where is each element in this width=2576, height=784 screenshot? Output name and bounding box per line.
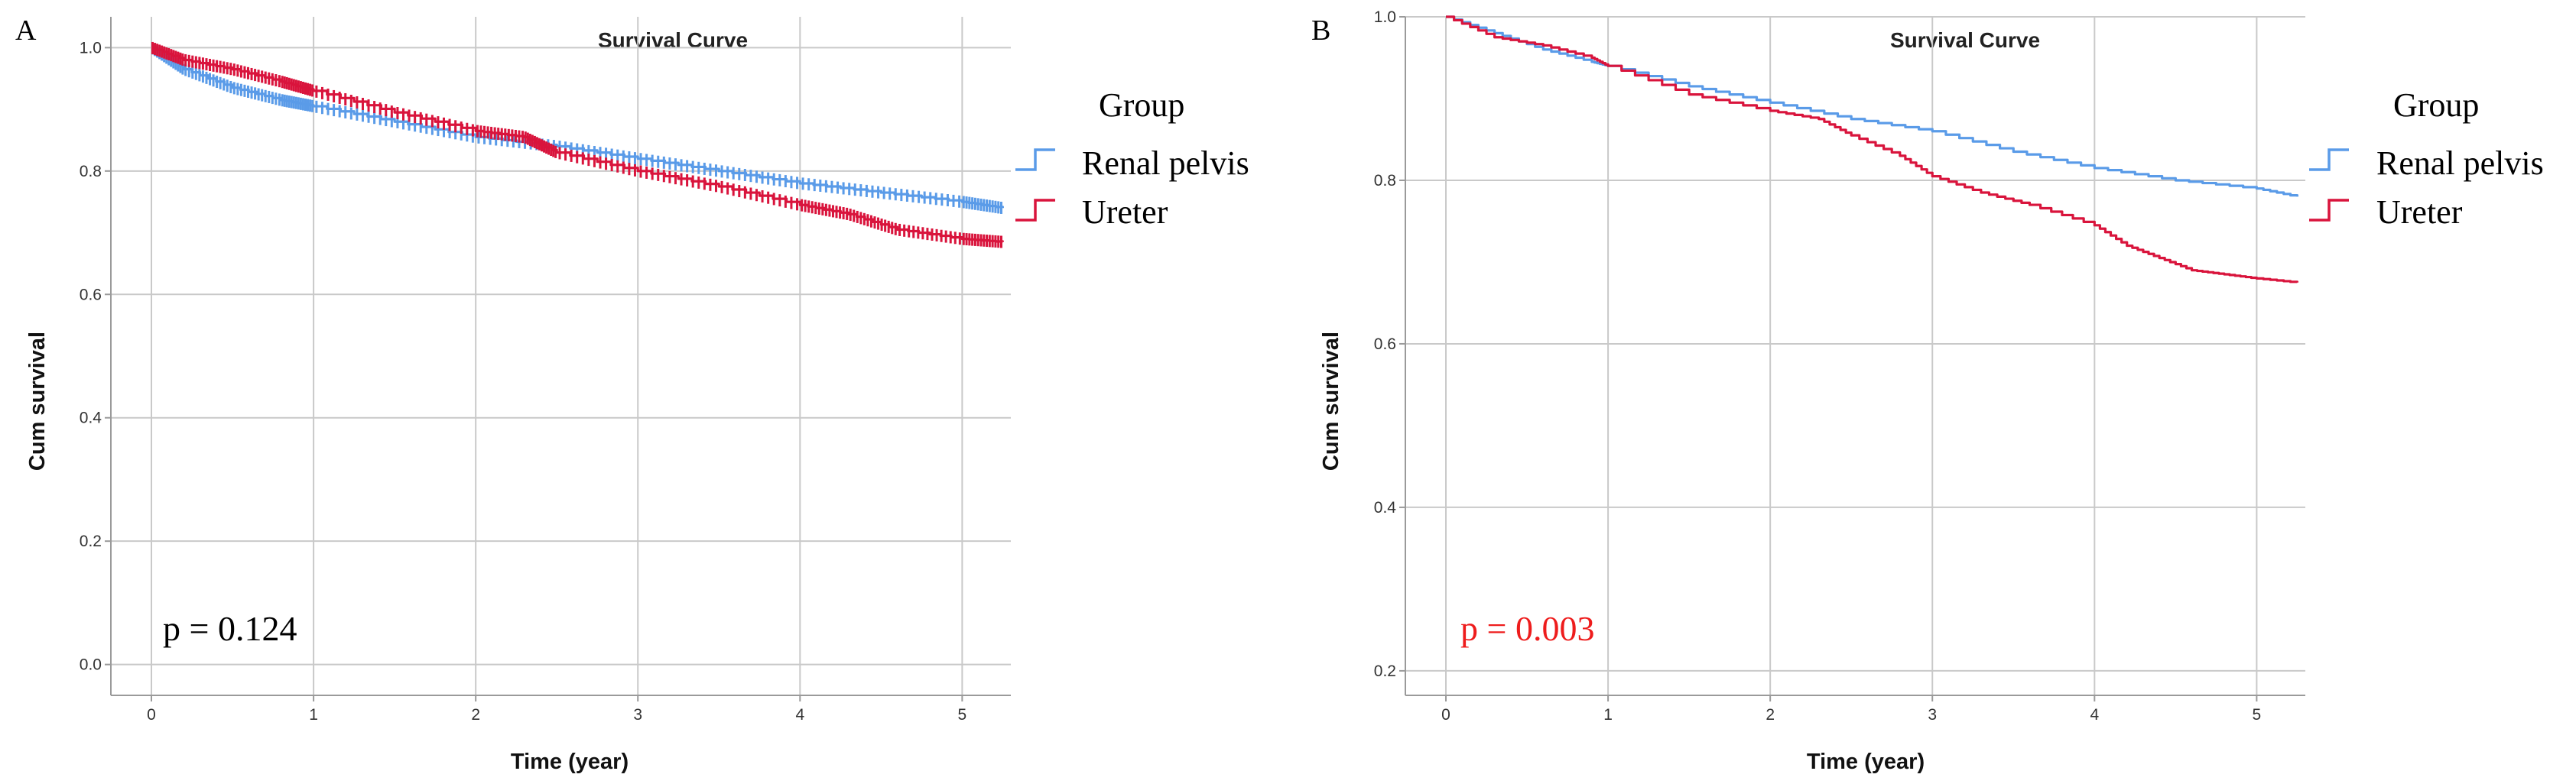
p-value-a: p = 0.124 [163,609,297,648]
x-tick-label-a: 3 [633,706,642,724]
legend-swatch-renal-pelvis-a [1015,148,1055,171]
plot-area-a: 0 1 2 3 4 5 0.0 0.2 0.4 0.6 0.8 1.0 [80,17,1011,724]
y-tick-label-b: 0.6 [1374,335,1396,353]
survival-curve-renal-pelvis-a [151,46,1004,209]
y-tick-label-a: 0.8 [80,163,102,180]
x-tick-label-b: 5 [2253,706,2262,724]
y-axis-label-b: Cum survival [1319,332,1343,471]
legend-swatch-ureter-a [1015,199,1055,222]
survival-curve-ureter-a [151,46,1004,243]
x-tick-label-b: 1 [1603,706,1613,724]
x-tick-label-a: 2 [471,706,480,724]
legend-item-ureter-b: Ureter [2309,193,2463,231]
y-axis-label-a: Cum survival [25,332,50,471]
panel-letter-a: A [15,15,37,47]
p-value-b: p = 0.003 [1460,609,1594,648]
legend-swatch-ureter-b [2309,199,2349,222]
y-tick-label-b: 0.4 [1374,499,1397,517]
survival-curve-ureter-b [1446,15,2298,283]
x-axis-label-b: Time (year) [1807,750,1925,774]
x-tick-label-b: 4 [2090,706,2099,724]
legend-swatch-renal-pelvis-b [2309,148,2349,171]
y-tick-label-a: 0.6 [80,286,102,303]
legend-label-renal-pelvis-a: Renal pelvis [1082,144,1249,182]
y-tick-label-a: 0.2 [80,533,102,550]
panel-letter-b: B [1311,15,1330,47]
x-tick-label-a: 4 [795,706,804,724]
x-tick-label-b: 2 [1766,706,1775,724]
y-tick-label-a: 0.4 [80,410,102,427]
panel-a: A Survival Curve Time (year) Cum surviva… [15,15,1249,774]
y-tick-label-b: 1.0 [1374,8,1396,26]
legend-label-ureter-a: Ureter [1082,193,1168,231]
y-tick-label-a: 0.0 [80,656,102,674]
x-tick-label-a: 0 [147,706,156,724]
legend-title-a: Group [1099,86,1184,124]
survival-curve-renal-pelvis-b [1446,15,2298,197]
legend-label-ureter-b: Ureter [2376,193,2463,231]
x-axis-label-a: Time (year) [511,750,629,774]
plot-area-b: 0 1 2 3 4 5 0.2 0.4 0.6 0.8 1.0 [1374,8,2305,724]
legend-item-ureter-a: Ureter [1015,193,1168,231]
chart-title-b: Survival Curve [1890,28,2040,52]
legend-title-b: Group [2393,86,2479,124]
panel-b: B Survival Curve Time (year) Cum surviva… [1311,8,2544,774]
x-tick-label-a: 5 [958,706,967,724]
legend-item-renal-pelvis-b: Renal pelvis [2309,144,2544,182]
legend-label-renal-pelvis-b: Renal pelvis [2376,144,2544,182]
y-tick-label-a: 1.0 [80,39,102,57]
x-tick-label-a: 1 [309,706,318,724]
y-tick-label-b: 0.8 [1374,172,1396,190]
x-tick-label-b: 3 [1928,706,1937,724]
x-tick-label-b: 0 [1441,706,1450,724]
y-tick-label-b: 0.2 [1374,663,1396,680]
legend-item-renal-pelvis-a: Renal pelvis [1015,144,1249,182]
